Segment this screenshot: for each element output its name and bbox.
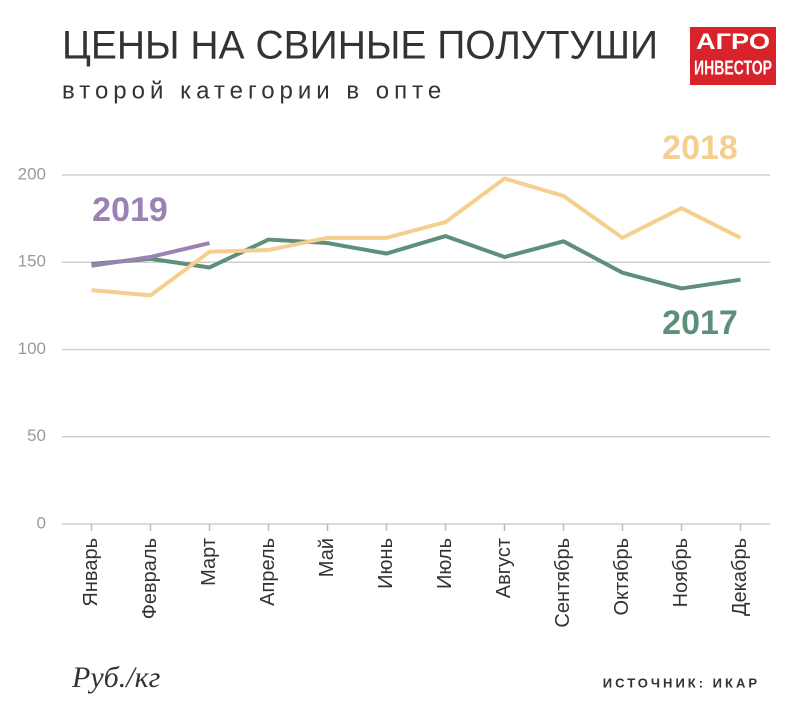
legend-label: 2018 <box>662 129 738 167</box>
logo-box <box>690 27 776 85</box>
x-tick-label: Апрель <box>257 538 279 606</box>
line-series <box>91 241 210 268</box>
x-tick-label: Август <box>493 538 515 598</box>
x-tick-label: Июль <box>434 538 456 589</box>
line-series <box>91 234 741 291</box>
logo-text: ИНВЕСТОР <box>694 57 772 79</box>
x-tick-label: Сентябрь <box>552 538 574 628</box>
line-series <box>91 176 742 298</box>
y-tick-label: 150 <box>18 252 46 271</box>
legend-label: 2017 <box>662 304 738 342</box>
x-tick-label: Май <box>316 538 338 577</box>
x-tick-label: Февраль <box>139 538 161 619</box>
chart-subtitle: второй категории в опте <box>62 77 446 104</box>
y-tick-label: 0 <box>37 513 46 532</box>
x-tick-label: Март <box>198 538 220 586</box>
unit-label: Руб./кг <box>71 661 161 694</box>
x-tick-label: Ноябрь <box>670 538 692 607</box>
legend-label: 2019 <box>92 191 168 229</box>
source-label: ИСТОЧНИК: ИКАР <box>603 675 760 690</box>
x-tick-label: Январь <box>80 538 102 607</box>
y-tick-label: 100 <box>18 339 46 358</box>
chart-title: ЦЕНЫ НА СВИНЫЕ ПОЛУТУШИ <box>62 24 658 68</box>
y-tick-label: 50 <box>27 426 46 445</box>
y-tick-label: 200 <box>18 164 46 183</box>
x-tick-label: Июнь <box>375 538 397 589</box>
logo-text: АГРО <box>696 29 770 54</box>
x-tick-label: Декабрь <box>729 538 751 616</box>
x-tick-label: Октябрь <box>611 538 633 616</box>
